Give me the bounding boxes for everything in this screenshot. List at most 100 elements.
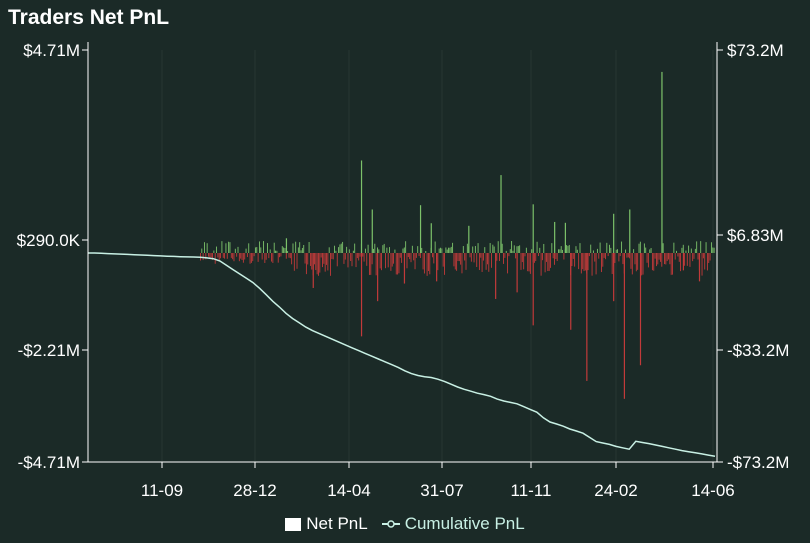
net-pnl-spike-bar: [430, 223, 432, 253]
net-pnl-bar: [702, 253, 704, 259]
net-pnl-bar: [342, 241, 344, 253]
net-pnl-bar: [292, 243, 294, 253]
net-pnl-bar: [540, 253, 542, 276]
net-pnl-bar: [332, 253, 334, 260]
net-pnl-bar: [324, 253, 326, 272]
net-pnl-bar: [491, 253, 492, 268]
net-pnl-bar: [414, 253, 416, 270]
net-pnl-bar: [655, 253, 657, 267]
net-pnl-bar: [410, 253, 412, 263]
net-pnl-spike-bar: [403, 253, 406, 284]
net-pnl-bar: [473, 253, 475, 263]
net-pnl-bar: [331, 253, 333, 260]
net-pnl-bar: [339, 244, 341, 253]
legend-item-cumulative-pnl[interactable]: Cumulative PnL: [381, 514, 525, 534]
net-pnl-bar: [221, 241, 223, 253]
net-pnl-bar: [307, 253, 309, 265]
net-pnl-bar: [574, 253, 576, 267]
net-pnl-bar: [584, 253, 586, 271]
net-pnl-bar: [202, 253, 204, 261]
net-pnl-bar: [645, 247, 647, 253]
chart-title: Traders Net PnL: [8, 6, 170, 29]
x-tick-label: 14-04: [327, 481, 370, 500]
net-pnl-bar: [680, 253, 682, 272]
net-pnl-bar: [370, 253, 372, 275]
net-pnl-bar: [367, 244, 369, 253]
net-pnl-bar: [662, 243, 664, 253]
net-pnl-spike-bar: [698, 253, 701, 282]
net-pnl-bar: [519, 245, 521, 253]
net-pnl-bar: [686, 253, 688, 266]
net-pnl-bar: [639, 241, 641, 253]
net-pnl-bar: [242, 253, 244, 263]
net-pnl-bar: [257, 253, 259, 262]
net-pnl-spike-bar: [613, 253, 615, 302]
net-pnl-bar: [496, 253, 498, 261]
net-pnl-bar: [539, 247, 541, 253]
net-pnl-bar: [708, 253, 710, 263]
net-pnl-bar: [441, 248, 443, 253]
net-pnl-bar: [427, 253, 429, 272]
net-pnl-bar: [476, 253, 478, 267]
net-pnl-spike-bar: [682, 253, 685, 271]
net-pnl-bar: [627, 253, 629, 258]
net-pnl-bar: [482, 253, 484, 261]
net-pnl-bar: [281, 246, 283, 253]
net-pnl-bar: [575, 246, 577, 253]
net-pnl-bar: [611, 253, 613, 275]
x-tick-label: 11-09: [141, 481, 183, 500]
net-pnl-bar: [470, 253, 472, 262]
net-pnl-bar: [609, 244, 610, 253]
net-pnl-bar: [318, 253, 319, 276]
net-pnl-bar: [710, 242, 712, 253]
net-pnl-bar: [236, 253, 238, 257]
net-pnl-bar: [356, 253, 358, 259]
net-pnl-bar: [315, 253, 317, 271]
net-pnl-bar: [374, 243, 376, 253]
net-pnl-bar: [222, 253, 224, 258]
net-pnl-bar: [381, 253, 382, 271]
x-tick-label: 14-06: [691, 481, 734, 500]
net-pnl-bar: [446, 249, 448, 253]
net-pnl-bar: [669, 253, 671, 265]
net-pnl-bar: [301, 247, 303, 253]
net-pnl-bar: [336, 253, 338, 267]
net-pnl-bar: [426, 253, 428, 276]
net-pnl-bar: [489, 243, 491, 253]
net-pnl-bar: [297, 247, 299, 253]
net-pnl-bar: [458, 253, 460, 262]
net-pnl-bar: [543, 243, 545, 253]
net-pnl-bar: [284, 248, 286, 253]
net-pnl-bar: [661, 253, 663, 267]
net-pnl-spike-bar: [360, 160, 363, 253]
net-pnl-bar: [313, 253, 315, 265]
net-pnl-bar: [244, 253, 246, 260]
net-pnl-bar: [697, 253, 699, 260]
net-pnl-bar: [316, 253, 318, 275]
net-pnl-bar: [713, 247, 715, 253]
net-pnl-bar: [362, 253, 364, 257]
net-pnl-bar: [646, 253, 648, 263]
net-pnl-spike-bar: [639, 253, 642, 366]
legend-item-net-pnl[interactable]: Net PnL: [285, 514, 368, 534]
net-pnl-bar: [237, 246, 239, 253]
net-pnl-bar: [660, 253, 661, 262]
net-pnl-bar: [688, 245, 690, 253]
net-pnl-bar: [363, 253, 365, 262]
net-pnl-bar: [512, 250, 514, 253]
net-pnl-bar: [524, 253, 526, 257]
net-pnl-bar: [460, 253, 462, 265]
net-pnl-bar: [556, 253, 558, 262]
net-pnl-bar: [634, 253, 636, 265]
net-pnl-bar: [291, 253, 293, 265]
net-pnl-bar: [322, 253, 323, 268]
net-pnl-bar: [328, 247, 330, 253]
net-pnl-bar: [225, 243, 227, 253]
net-pnl-bar: [501, 243, 503, 253]
net-pnl-bar: [456, 253, 458, 271]
net-pnl-bar: [406, 253, 408, 269]
net-pnl-spike-bar: [285, 238, 288, 253]
net-pnl-bar: [603, 253, 605, 258]
net-pnl-bar: [493, 246, 495, 253]
net-pnl-spike-bar: [436, 253, 438, 282]
